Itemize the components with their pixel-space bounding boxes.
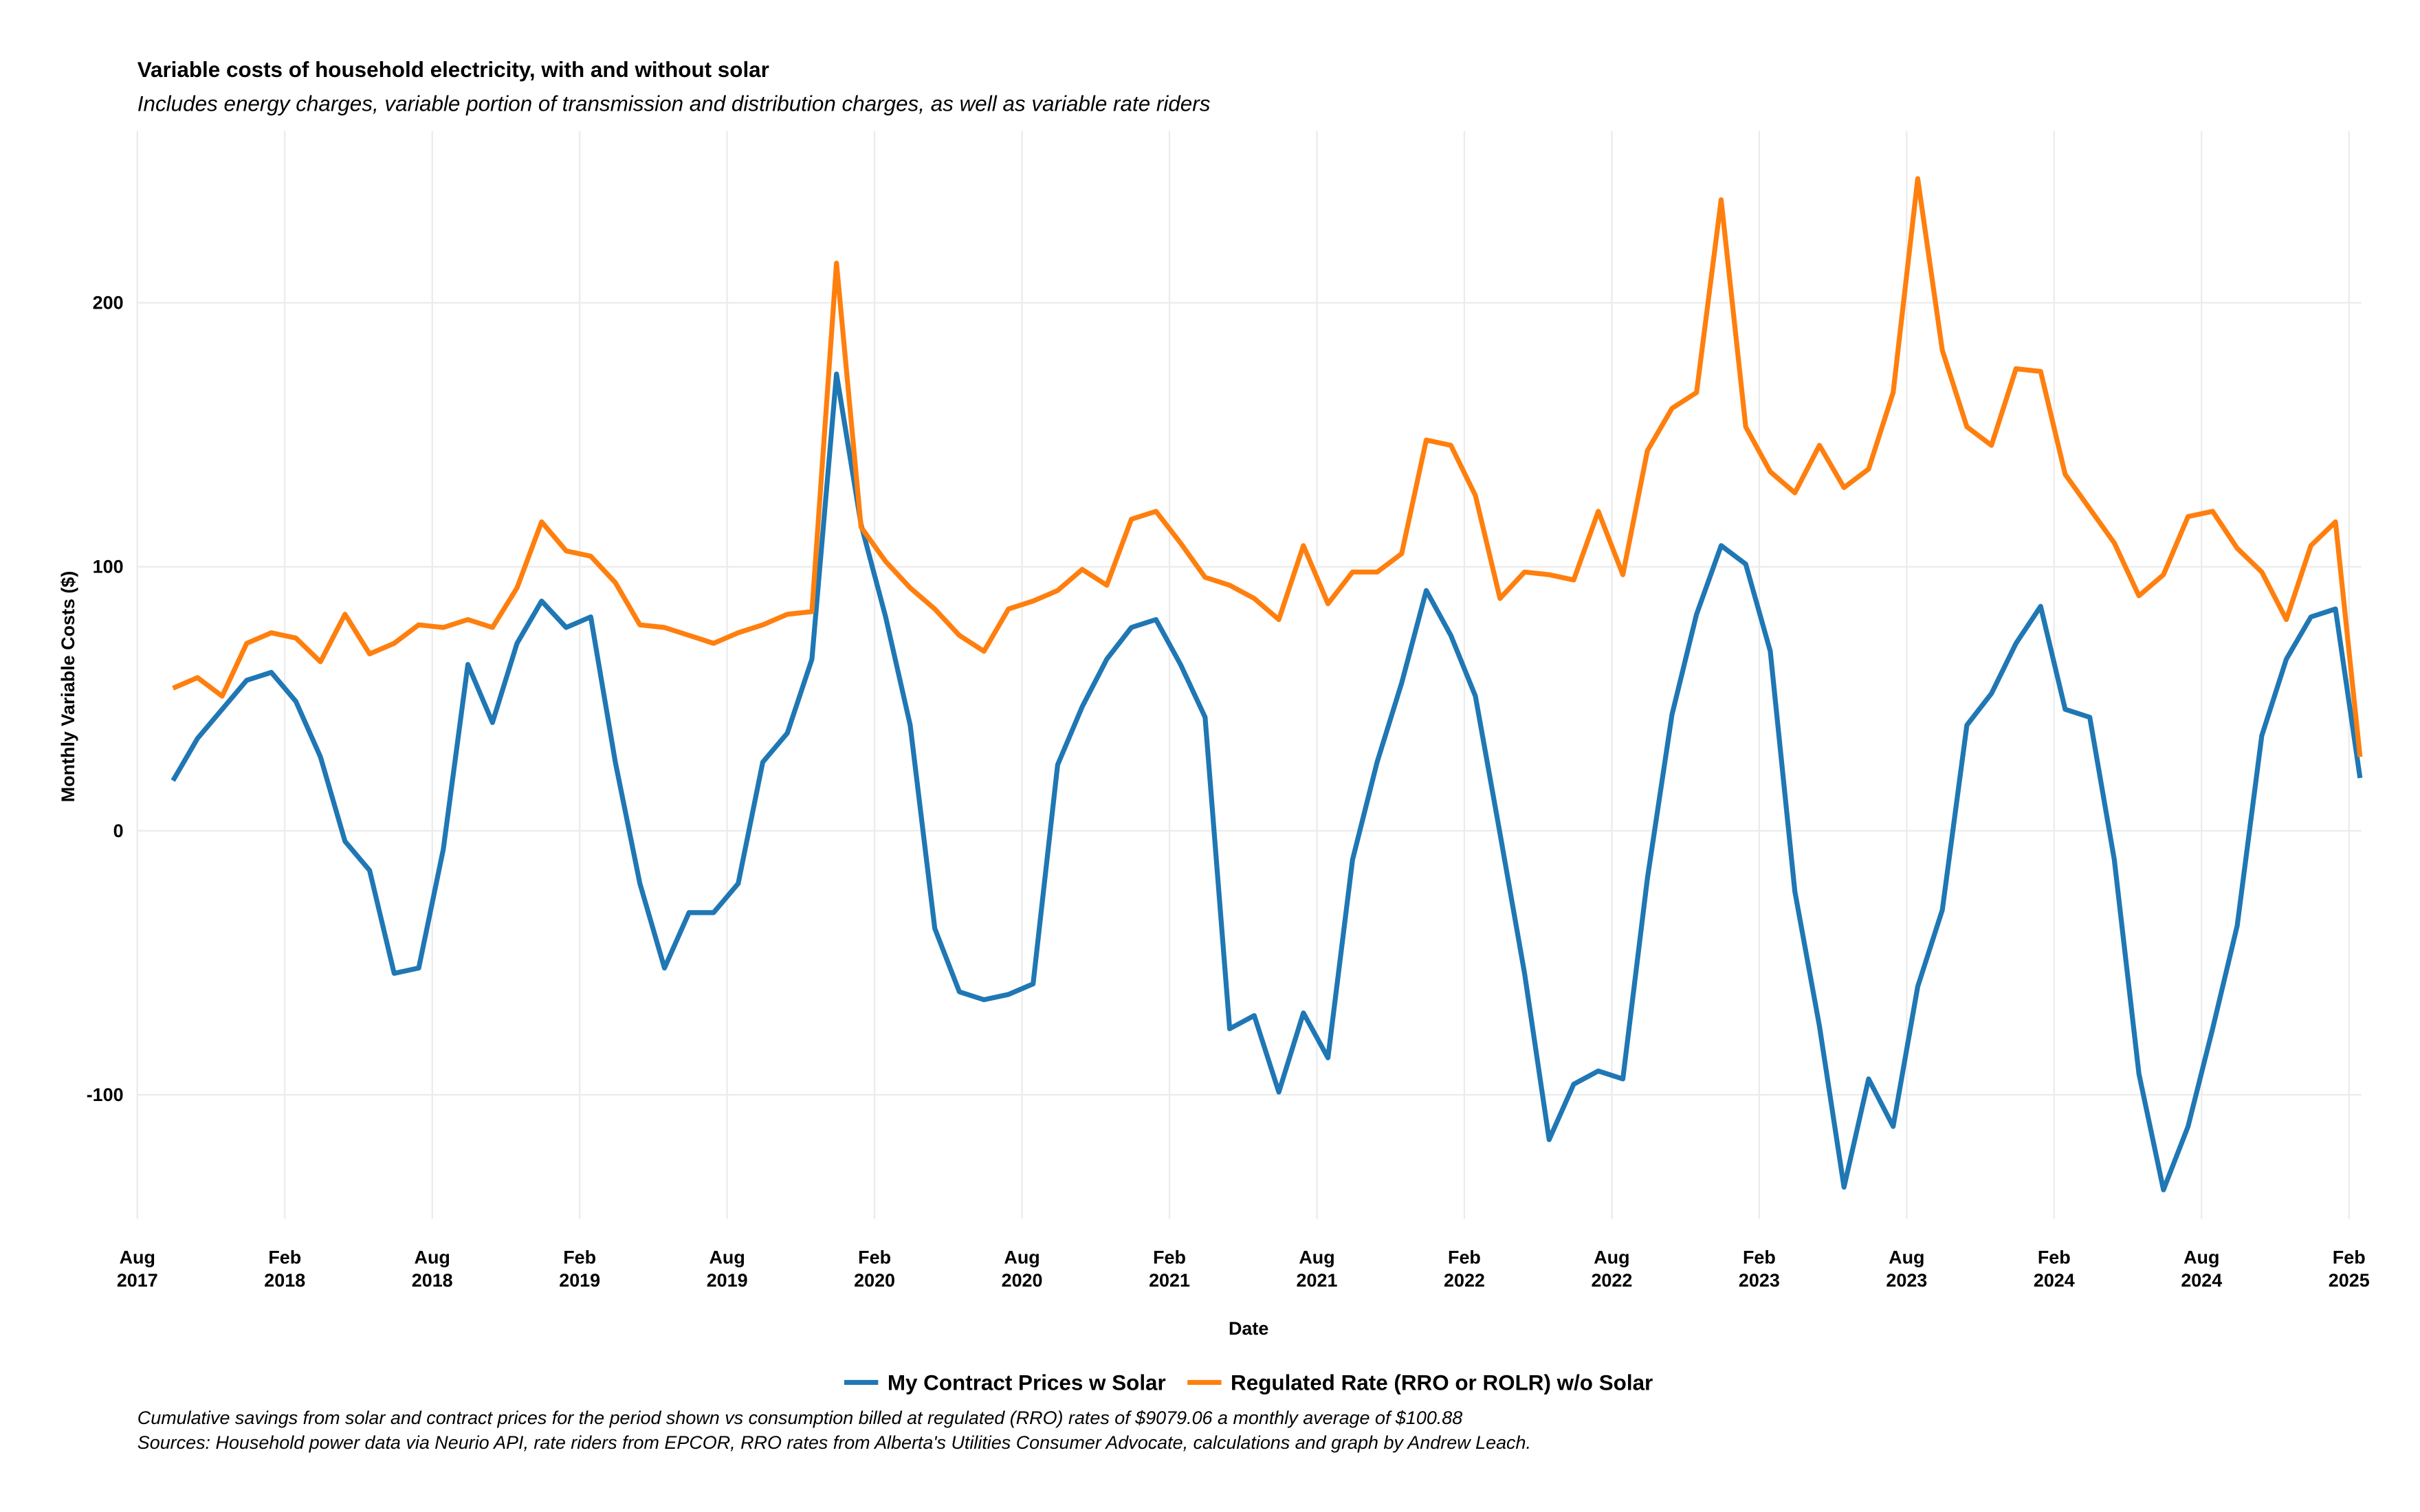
x-tick-label: Feb 2019 [559, 1247, 600, 1291]
x-tick-label: Feb 2025 [2329, 1247, 2370, 1291]
x-tick-label-line: Feb [1743, 1247, 1776, 1268]
x-tick-label: Aug 2021 [1297, 1247, 1338, 1291]
caption: Sources: Household power data via Neurio… [138, 1432, 1531, 1453]
y-tick-label: 0 [113, 821, 124, 841]
x-tick-label-line: 2021 [1297, 1270, 1338, 1291]
x-tick-label-line: 2024 [2181, 1270, 2222, 1291]
y-tick-label: -100 [87, 1085, 124, 1105]
x-tick-label: Aug 2023 [1886, 1247, 1927, 1291]
x-tick-label: Aug 2022 [1591, 1247, 1632, 1291]
x-tick-label-line: 2020 [854, 1270, 895, 1291]
x-tick-label-line: 2022 [1591, 1270, 1632, 1291]
x-tick-label: Aug 2020 [1002, 1247, 1043, 1291]
x-tick-label: Feb 2024 [2034, 1247, 2075, 1291]
y-tick-label: 200 [93, 292, 124, 313]
chart-title: Variable costs of household electricity,… [138, 58, 769, 82]
x-tick-label: Aug 2024 [2181, 1247, 2222, 1291]
x-tick-label-line: Feb [858, 1247, 891, 1268]
x-tick-label-line: Feb [2038, 1247, 2071, 1268]
x-tick-label-line: Feb [2333, 1247, 2366, 1268]
x-tick-label-line: Feb [1153, 1247, 1186, 1268]
x-tick-label: Aug 2019 [707, 1247, 748, 1291]
x-tick-label-line: 2017 [117, 1270, 158, 1291]
chart-subtitle: Includes energy charges, variable portio… [138, 92, 1211, 116]
x-tick-label-line: Aug [2184, 1247, 2219, 1268]
x-tick-label-line: Aug [1594, 1247, 1629, 1268]
legend-label: My Contract Prices w Solar [888, 1371, 1166, 1395]
x-tick-label: Aug 2018 [412, 1247, 453, 1291]
x-tick-label-line: Aug [415, 1247, 450, 1268]
x-tick-label: Feb 2018 [264, 1247, 305, 1291]
legend-label: Regulated Rate (RRO or ROLR) w/o Solar [1231, 1371, 1653, 1395]
x-tick-label-line: 2025 [2329, 1270, 2370, 1291]
x-axis-title: Date [1229, 1318, 1268, 1339]
x-tick-label: Feb 2022 [1444, 1247, 1485, 1291]
x-tick-label-line: 2018 [412, 1270, 453, 1291]
x-tick-label-line: 2023 [1886, 1270, 1927, 1291]
data-line [172, 176, 2363, 757]
x-tick-label-line: 2019 [707, 1270, 748, 1291]
x-tick-label-line: Aug [120, 1247, 155, 1268]
x-tick-label: Aug 2017 [117, 1247, 158, 1291]
x-tick-label-line: 2022 [1444, 1270, 1485, 1291]
x-tick-label: Feb 2020 [854, 1247, 895, 1291]
x-tick-label-line: Aug [1004, 1247, 1040, 1268]
caption: Cumulative savings from solar and contra… [138, 1408, 1462, 1428]
x-tick-label: Feb 2021 [1149, 1247, 1190, 1291]
x-tick-label-line: Feb [563, 1247, 596, 1268]
x-tick-label-line: Feb [1448, 1247, 1481, 1268]
x-tick-label-line: 2023 [1739, 1270, 1780, 1291]
x-tick-label-line: 2019 [559, 1270, 600, 1291]
x-tick-label-line: 2024 [2034, 1270, 2075, 1291]
x-tick-label-line: Aug [1889, 1247, 1924, 1268]
y-axis-title: Monthly Variable Costs ($) [58, 571, 78, 803]
x-tick-label-line: 2021 [1149, 1270, 1190, 1291]
y-tick-label: 100 [93, 557, 124, 577]
data-line [170, 371, 2363, 1192]
x-tick-label-line: 2020 [1002, 1270, 1043, 1291]
x-tick-label: Feb 2023 [1739, 1247, 1780, 1291]
x-tick-label-line: Feb [268, 1247, 301, 1268]
legend: My Contract Prices w Solar Regulated Rate… [844, 1371, 1653, 1395]
x-tick-label-line: 2018 [264, 1270, 305, 1291]
x-tick-label-line: Aug [709, 1247, 745, 1268]
x-tick-label-line: Aug [1299, 1247, 1334, 1268]
